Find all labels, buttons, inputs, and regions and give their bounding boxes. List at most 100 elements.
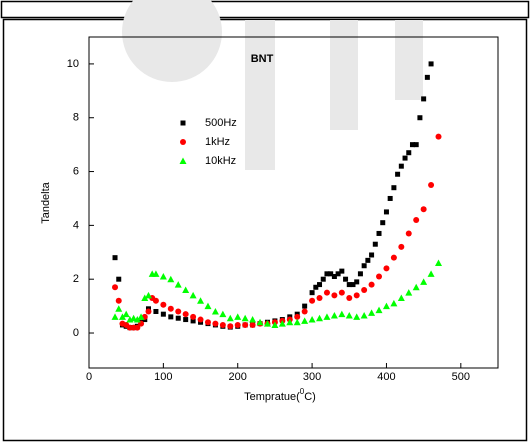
marker	[130, 314, 138, 322]
y-tick-label: 10	[67, 58, 79, 70]
marker	[197, 297, 205, 304]
marker	[343, 276, 349, 282]
marker	[234, 321, 241, 328]
marker	[175, 315, 181, 321]
marker	[227, 323, 234, 330]
marker	[301, 308, 308, 315]
y-tick-label: 4	[73, 219, 79, 231]
marker	[357, 271, 363, 277]
marker	[323, 313, 331, 320]
marker	[320, 276, 326, 282]
watermark-shape	[122, 0, 222, 82]
legend-label: 10kHz	[205, 155, 236, 167]
marker	[190, 313, 197, 320]
marker	[112, 255, 118, 261]
marker	[350, 282, 356, 288]
x-axis-label: Tempratue(0C)	[244, 387, 316, 403]
marker	[226, 314, 234, 322]
marker	[390, 299, 398, 307]
watermark-shape	[395, 20, 423, 100]
marker	[361, 286, 368, 293]
marker	[256, 318, 264, 326]
marker	[417, 115, 423, 121]
marker	[402, 155, 408, 161]
marker	[115, 305, 123, 312]
marker	[317, 282, 323, 288]
marker	[405, 289, 413, 296]
marker	[197, 316, 204, 323]
marker	[413, 142, 419, 148]
marker	[397, 294, 405, 302]
marker	[313, 284, 319, 290]
marker	[421, 96, 427, 102]
marker	[335, 271, 341, 277]
marker	[293, 318, 301, 326]
marker	[420, 278, 428, 285]
marker	[212, 320, 219, 327]
marker	[324, 271, 330, 277]
marker	[424, 74, 430, 80]
marker	[160, 301, 167, 308]
marker	[249, 316, 257, 323]
marker	[353, 313, 361, 320]
marker	[204, 319, 211, 326]
marker	[338, 289, 345, 296]
watermark-shape	[330, 20, 358, 130]
marker	[428, 182, 435, 189]
marker	[133, 316, 141, 323]
marker	[331, 274, 337, 280]
x-tick-label: 300	[303, 371, 321, 383]
marker	[167, 305, 174, 312]
y-tick-label: 0	[73, 327, 79, 339]
marker	[137, 313, 145, 320]
x-tick-label: 200	[229, 371, 247, 383]
marker	[204, 302, 212, 310]
marker	[391, 185, 397, 191]
marker	[249, 321, 256, 328]
marker	[175, 308, 182, 315]
marker	[234, 313, 242, 320]
marker	[365, 257, 371, 263]
marker	[167, 275, 175, 283]
y-tick-label: 6	[73, 165, 79, 177]
marker	[354, 279, 360, 285]
x-tick-label: 0	[86, 371, 92, 383]
marker	[406, 150, 412, 156]
marker	[428, 61, 434, 67]
marker	[141, 294, 149, 302]
marker	[346, 295, 353, 302]
x-tick-label: 500	[452, 371, 470, 383]
legend-label: 1kHz	[205, 136, 230, 148]
marker	[323, 289, 330, 296]
marker	[294, 313, 301, 320]
chart-title: BNT	[251, 53, 274, 65]
marker	[346, 282, 352, 288]
marker	[361, 263, 367, 269]
marker	[309, 297, 316, 304]
marker	[152, 270, 160, 277]
marker	[331, 292, 338, 299]
marker	[286, 318, 294, 326]
marker	[413, 216, 420, 223]
marker	[376, 273, 383, 280]
marker	[241, 314, 249, 322]
marker	[144, 291, 152, 299]
marker	[112, 284, 119, 291]
legend-label: 500Hz	[205, 117, 237, 129]
chart-frame	[2, 18, 528, 442]
top-frame	[0, 0, 530, 19]
marker	[242, 321, 249, 328]
marker	[382, 302, 390, 310]
marker	[435, 133, 442, 140]
marker	[328, 271, 334, 277]
marker	[360, 312, 368, 319]
marker	[383, 265, 390, 272]
marker	[153, 308, 159, 314]
marker	[383, 209, 389, 215]
marker	[398, 163, 404, 169]
watermark-shape	[245, 20, 275, 170]
marker	[152, 297, 159, 304]
marker	[330, 312, 338, 319]
marker	[145, 308, 152, 315]
